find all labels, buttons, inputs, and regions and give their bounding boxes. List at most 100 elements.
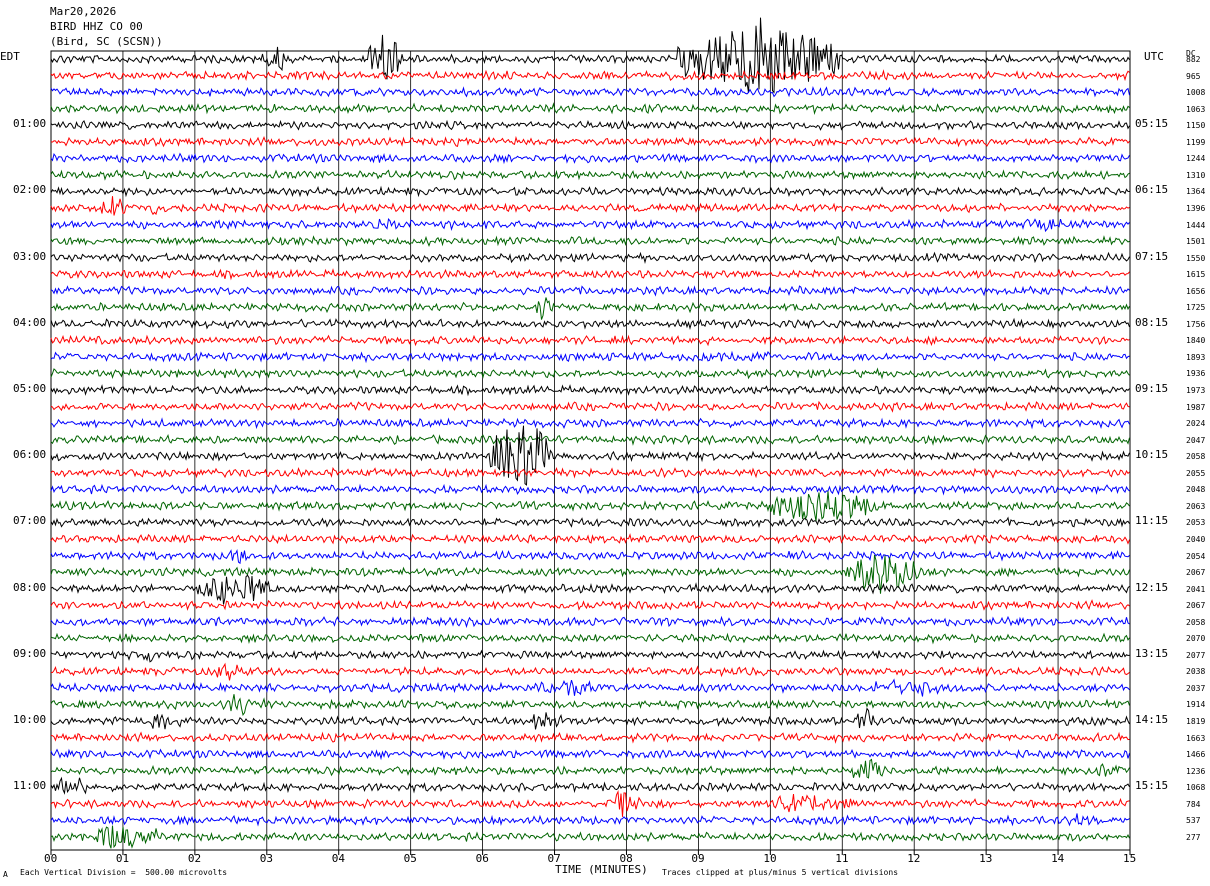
trace-line <box>50 516 1130 529</box>
dc-value: 2054 <box>1186 551 1206 561</box>
trace-line <box>50 297 1130 320</box>
trace-line <box>50 384 1130 397</box>
right-hour-label: 11:15 <box>1135 514 1169 528</box>
trace-line <box>50 813 1130 827</box>
left-hour-label: 02:00 <box>13 183 47 197</box>
trace-line <box>50 152 1130 165</box>
left-axis-title: EDT <box>0 50 20 63</box>
x-tick-label: 15 <box>1123 852 1137 865</box>
trace-line <box>50 483 1130 496</box>
dc-value: 2024 <box>1186 419 1206 429</box>
trace-line <box>50 169 1130 181</box>
dc-value: 2041 <box>1186 584 1206 594</box>
dc-value: 1466 <box>1186 750 1206 760</box>
x-tick-label: 04 <box>331 852 345 865</box>
x-tick-label: 05 <box>403 852 417 865</box>
right-hour-label: 06:15 <box>1135 183 1169 197</box>
trace-line <box>50 334 1130 347</box>
left-hour-label: 09:00 <box>13 646 47 660</box>
dc-value: 2048 <box>1186 485 1206 495</box>
dc-value: 537 <box>1186 816 1201 826</box>
dc-value: 1987 <box>1186 402 1206 412</box>
right-hour-label: 05:15 <box>1135 117 1169 131</box>
trace-line <box>50 491 1130 522</box>
channel-label: BIRD HHZ CO 00 <box>50 20 143 33</box>
dc-value: 1310 <box>1186 170 1206 180</box>
dc-value: 2077 <box>1186 650 1206 660</box>
x-tick-label: 01 <box>115 852 130 865</box>
trace-line <box>50 533 1130 545</box>
trace-line <box>50 466 1130 479</box>
trace-line <box>50 417 1130 430</box>
dc-value: 1893 <box>1186 352 1206 362</box>
left-hour-label: 11:00 <box>13 779 47 793</box>
dc-value: 1756 <box>1186 319 1206 329</box>
trace-line <box>50 217 1130 233</box>
left-hour-label: 10:00 <box>13 713 47 726</box>
trace-line <box>50 433 1130 446</box>
trace-line <box>50 350 1130 364</box>
dc-value: 1199 <box>1186 137 1206 147</box>
dc-value: 1068 <box>1186 783 1206 793</box>
dc-value: 965 <box>1186 71 1201 81</box>
dc-value: 1656 <box>1186 286 1206 296</box>
x-tick-label: 06 <box>475 852 489 865</box>
trace-line <box>50 707 1130 730</box>
trace-line <box>50 251 1130 265</box>
dc-value: 2067 <box>1186 601 1206 611</box>
trace-line <box>50 196 1130 216</box>
right-hour-label: 09:15 <box>1135 382 1169 395</box>
footer-clip-note: Traces clipped at plus/minus 5 vertical … <box>662 868 899 877</box>
dc-header: DC <box>1186 49 1196 58</box>
dc-value: 1615 <box>1186 270 1206 280</box>
trace-line <box>50 632 1130 645</box>
trace-line <box>50 135 1130 148</box>
dc-value: 2037 <box>1186 683 1206 693</box>
trace-line <box>50 85 1130 98</box>
dc-value: 1840 <box>1186 336 1206 346</box>
right-hour-label: 13:15 <box>1135 646 1169 660</box>
dc-value: 1663 <box>1186 733 1206 743</box>
dc-value: 1236 <box>1186 766 1206 776</box>
dc-value: 2070 <box>1186 634 1206 644</box>
x-tick-label: 03 <box>259 852 274 865</box>
dc-value: 1973 <box>1186 386 1206 395</box>
trace-line <box>50 758 1130 779</box>
dc-value: 1725 <box>1186 303 1206 313</box>
trace-line <box>50 268 1130 281</box>
trace-line <box>50 615 1130 629</box>
right-axis-title: UTC <box>1144 50 1164 63</box>
trace-line <box>50 367 1130 380</box>
right-hour-label: 08:15 <box>1135 315 1169 329</box>
trace-line <box>50 825 1130 849</box>
dc-value: 1936 <box>1186 369 1206 379</box>
trace-line <box>50 69 1130 82</box>
trace-line <box>50 694 1130 716</box>
trace-line <box>50 678 1130 697</box>
right-hour-label: 10:15 <box>1135 448 1169 462</box>
x-tick-label: 12 <box>907 852 921 865</box>
trace-line <box>50 649 1130 663</box>
trace-line <box>50 599 1130 611</box>
left-hour-label: 03:00 <box>13 249 47 263</box>
x-tick-label: 02 <box>187 852 202 865</box>
dc-value: 1914 <box>1186 700 1206 710</box>
trace-line <box>50 554 1130 594</box>
trace-line <box>50 102 1130 116</box>
trace-line <box>50 285 1130 297</box>
trace-line <box>50 748 1130 761</box>
trace-line <box>51 662 1130 681</box>
x-tick-label: 08 <box>619 852 633 865</box>
dc-value: 2067 <box>1186 568 1206 578</box>
trace-line <box>50 574 1130 605</box>
trace-line <box>50 17 1130 94</box>
dc-value: 1364 <box>1186 187 1206 197</box>
x-tick-label: 13 <box>979 852 993 865</box>
trace-line <box>50 548 1130 565</box>
dc-value: 2058 <box>1186 452 1206 462</box>
trace-line <box>50 789 1130 817</box>
date-label: Mar20,2026 <box>50 5 117 18</box>
dc-value: 1819 <box>1186 717 1206 726</box>
right-hour-label: 07:15 <box>1135 249 1169 263</box>
